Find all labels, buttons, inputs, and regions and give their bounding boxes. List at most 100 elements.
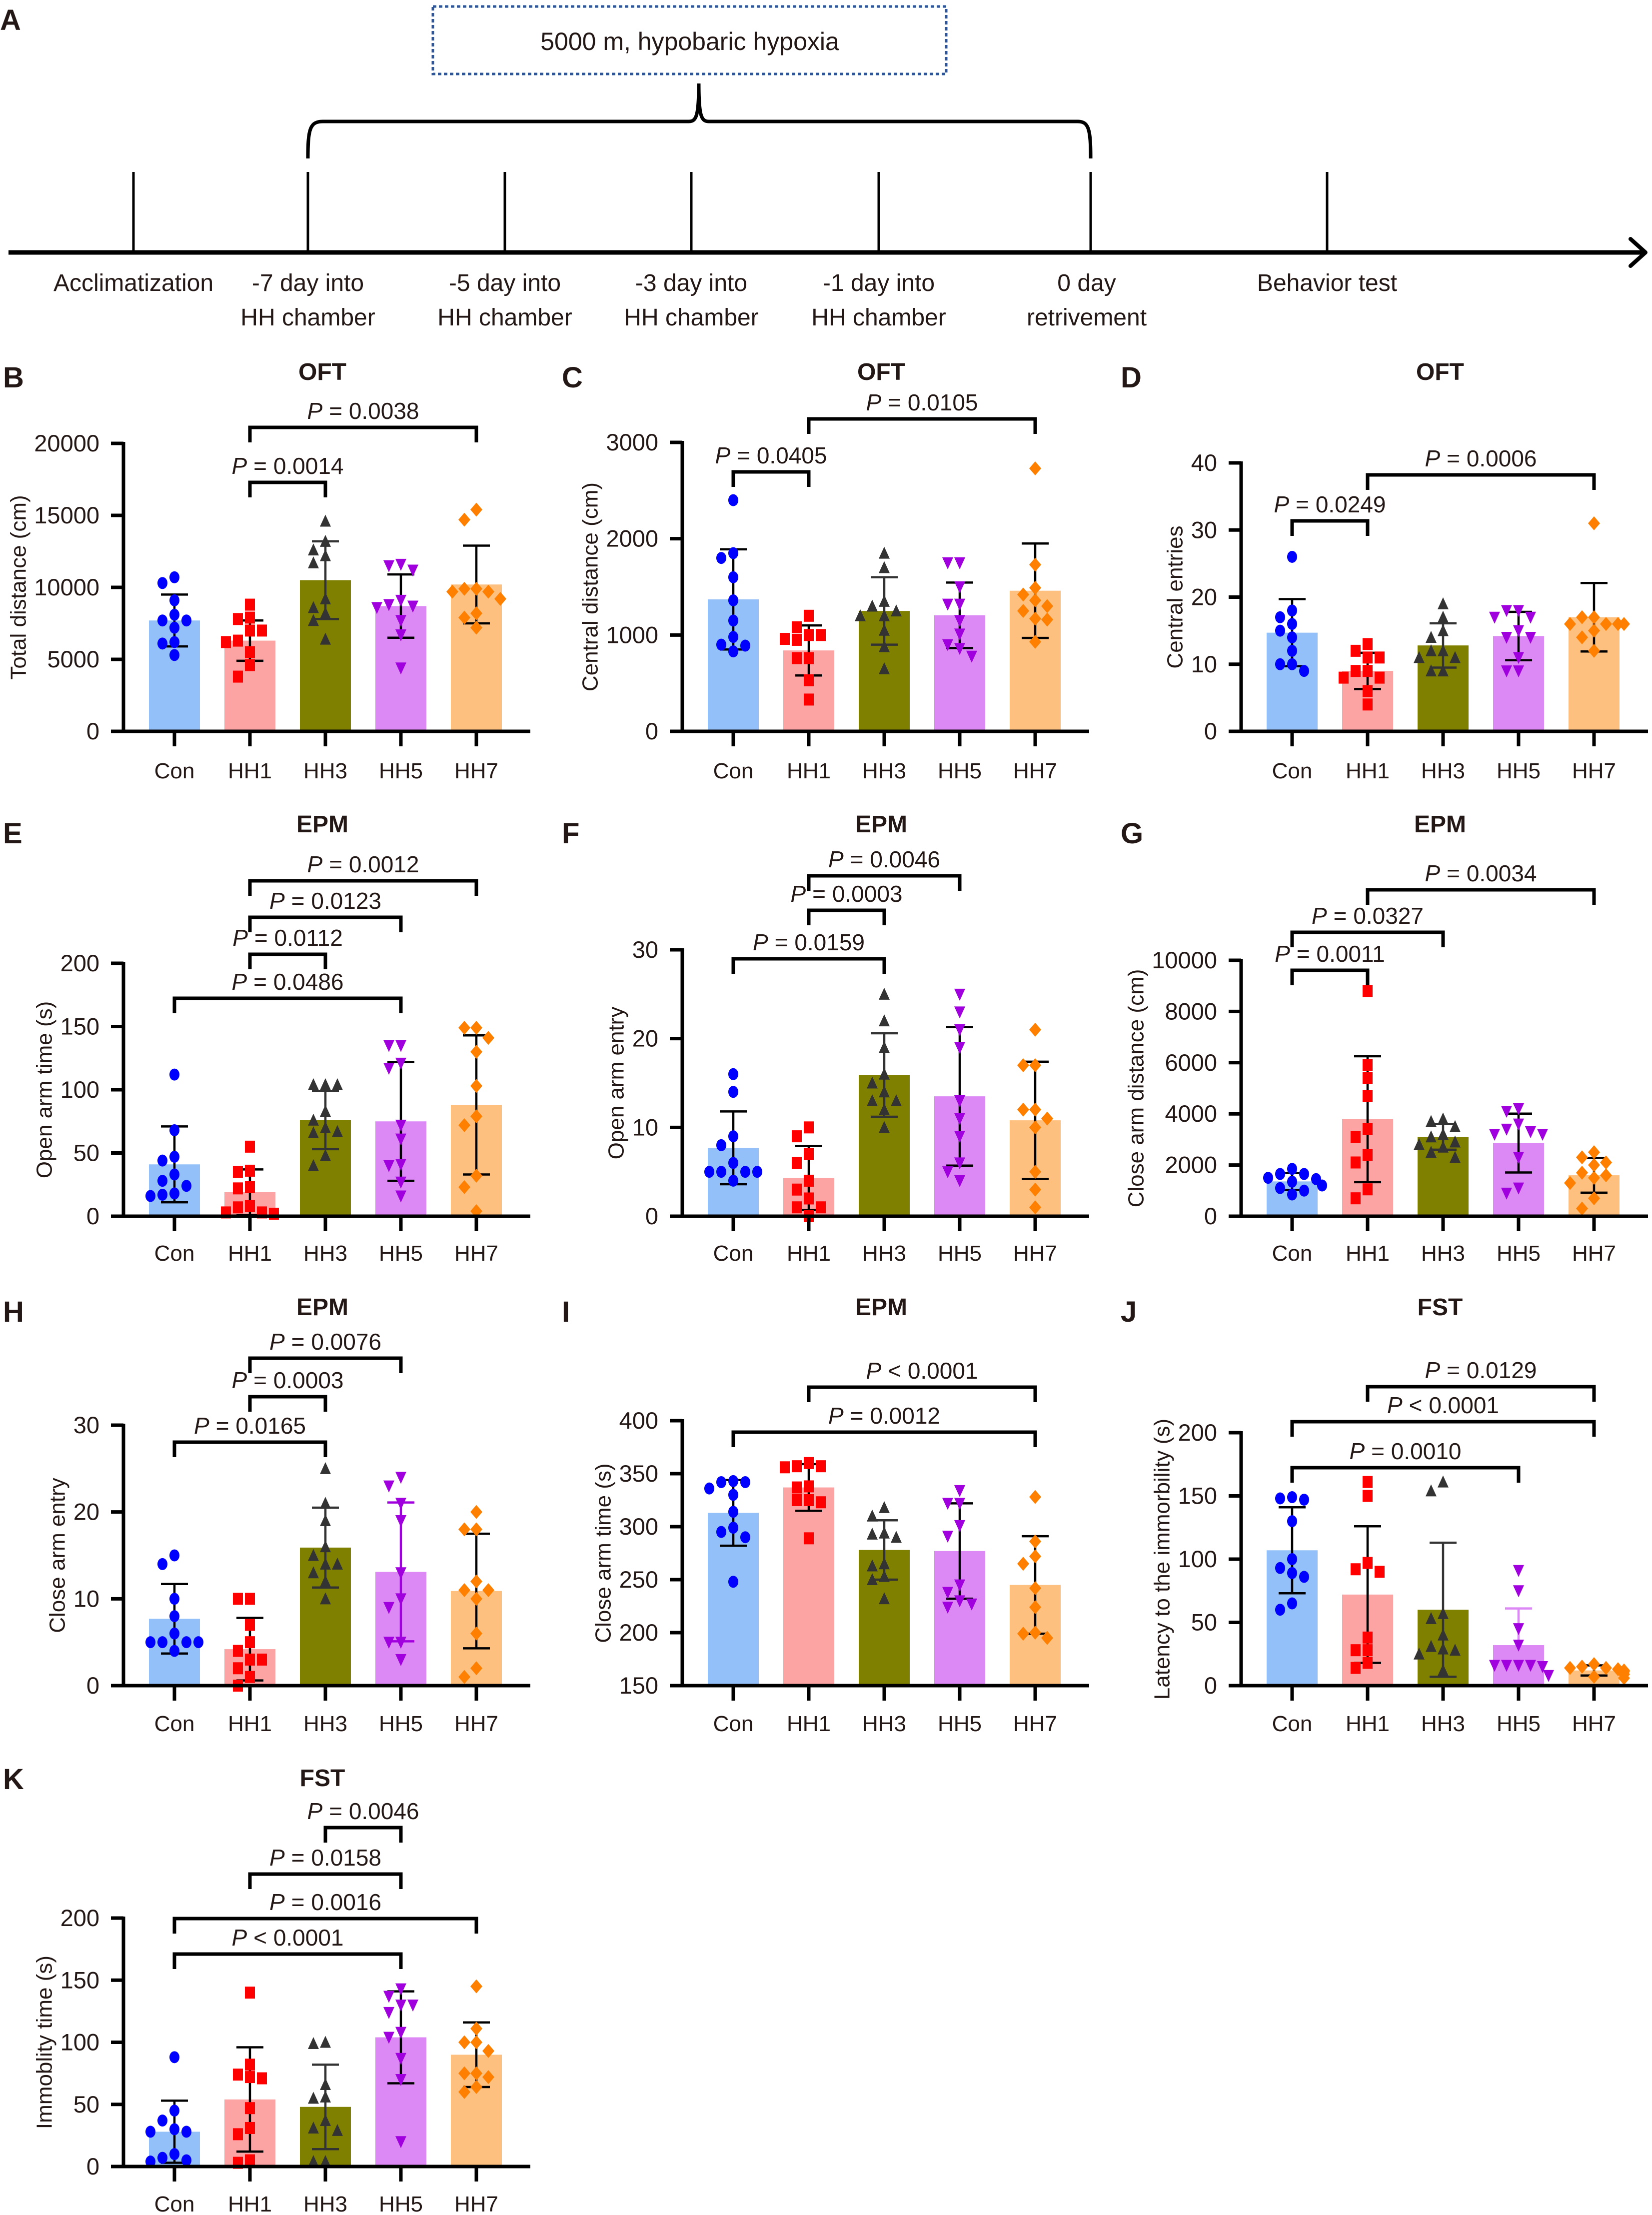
data-point-hh3	[1438, 1128, 1449, 1140]
data-point-hh7	[470, 502, 482, 517]
p-value-label: P = 0.0012	[828, 1403, 940, 1429]
timeline-event: -5 day into HH chamber	[437, 172, 572, 331]
data-point-con	[169, 594, 179, 606]
data-point-hh7	[1029, 1581, 1041, 1595]
significance-bracket	[731, 957, 886, 974]
data-point-hh1	[1351, 1131, 1361, 1143]
data-point-hh1	[1363, 985, 1373, 997]
significance-comparison: P = 0.0046	[807, 846, 962, 891]
x-tick-label: HH1	[228, 1241, 272, 1266]
data-point-con	[157, 1154, 167, 1167]
data-point-hh3	[308, 1113, 319, 1126]
data-point-hh5	[1513, 1660, 1524, 1672]
data-point-hh5	[395, 629, 406, 642]
data-point-hh5	[395, 1159, 406, 1171]
data-point-hh5	[371, 602, 382, 614]
y-axis-title: Close arm distance (cm)	[1124, 969, 1149, 1208]
data-point-hh5	[942, 1498, 953, 1510]
data-point-hh3	[320, 2155, 331, 2168]
timeline-label-line2: HH chamber	[240, 304, 375, 331]
p-value-text: = 0.0158	[291, 1845, 381, 1871]
data-point-con	[1275, 1168, 1285, 1180]
data-point-hh1	[1351, 644, 1361, 657]
timeline-label-line2: HH chamber	[437, 304, 572, 331]
data-point-hh5	[1501, 632, 1512, 644]
data-point-con	[157, 1636, 167, 1649]
data-point-hh5	[954, 1485, 965, 1497]
data-point-hh5	[1513, 665, 1524, 678]
significance-comparison: P = 0.0112	[232, 925, 343, 969]
significance-bracket	[1366, 888, 1596, 905]
p-symbol: P	[1275, 941, 1290, 967]
data-point-con	[169, 1124, 179, 1136]
significance-comparison: P = 0.0076	[248, 1329, 403, 1373]
chart-panel-k: K FST Immoblity time (s) 0 50 100 150 200 Con HH1…	[3, 1763, 530, 2215]
significance-bracket	[807, 874, 962, 891]
data-point-hh7	[470, 1169, 482, 1183]
data-points	[704, 987, 1053, 1222]
data-point-hh7	[1588, 1657, 1600, 1671]
data-point-hh7	[1564, 1176, 1576, 1190]
y-tick-label: 0	[645, 1203, 658, 1229]
data-point-hh5	[395, 2027, 406, 2039]
data-point-con	[1287, 1188, 1297, 1201]
p-value-text: < 0.0001	[888, 1358, 978, 1384]
data-points	[716, 461, 1053, 706]
data-point-hh3	[879, 1103, 890, 1115]
p-value-text: = 0.0405	[737, 442, 827, 468]
data-point-hh1	[792, 1481, 802, 1494]
data-point-hh1	[233, 1593, 243, 1605]
bar-hh1	[783, 1487, 834, 1686]
x-tick-label: HH3	[1421, 759, 1465, 783]
data-point-hh1	[792, 1201, 802, 1214]
data-point-con	[1275, 1492, 1285, 1505]
y-tick-label: 0	[86, 718, 99, 744]
data-point-hh7	[1029, 1490, 1041, 1504]
data-point-hh7	[458, 1021, 470, 1035]
x-tick-label: HH1	[228, 2192, 272, 2215]
p-value-text: = 0.0038	[329, 398, 419, 424]
data-point-hh1	[245, 659, 255, 671]
y-tick-label: 10000	[1152, 947, 1217, 973]
data-point-con	[728, 571, 738, 583]
timeline-label-line2: retrivement	[1027, 304, 1147, 331]
data-point-hh5	[942, 1166, 953, 1179]
significance-comparison: P = 0.0486	[172, 969, 403, 1013]
chart-title: FST	[300, 1765, 345, 1792]
p-symbol: P	[1387, 1392, 1403, 1418]
data-point-hh3	[308, 614, 319, 626]
data-point-hh3	[879, 1041, 890, 1053]
data-point-hh7	[1600, 617, 1612, 631]
significance-bracket	[248, 480, 327, 497]
p-value-label: P = 0.0038	[307, 398, 419, 424]
significance-comparison: P = 0.0405	[715, 442, 827, 487]
data-point-hh1	[233, 1201, 243, 1214]
data-point-con	[181, 1180, 191, 1192]
p-symbol: P	[232, 925, 248, 951]
p-symbol: P	[307, 851, 322, 877]
data-point-hh5	[942, 1587, 953, 1599]
data-point-hh1	[245, 2059, 255, 2071]
data-point-hh7	[470, 1522, 482, 1537]
data-point-hh1	[1363, 651, 1373, 664]
p-value-label: P = 0.0249	[1274, 491, 1386, 517]
x-tick-label: Con	[154, 1712, 195, 1736]
data-point-hh3	[1450, 1120, 1461, 1132]
y-tick-label: 50	[73, 1140, 99, 1166]
data-point-hh1	[792, 633, 802, 646]
data-point-hh3	[320, 2090, 331, 2103]
p-symbol: P	[1274, 491, 1289, 517]
data-point-hh7	[1041, 1111, 1053, 1126]
data-point-hh7	[1576, 1660, 1588, 1674]
p-value-label: P = 0.0123	[269, 888, 381, 914]
data-point-hh1	[1363, 1490, 1373, 1502]
data-point-hh5	[1525, 1660, 1536, 1672]
data-point-hh7	[1576, 1165, 1588, 1180]
panel-letter: B	[3, 361, 24, 394]
timeline-event: Behavior test	[1257, 172, 1397, 296]
data-point-hh5	[395, 1176, 406, 1189]
significance-bracket	[172, 1440, 327, 1457]
chart-panel-b: B OFT Total distance (cm) 0 5000 10000 15000 20…	[3, 359, 530, 783]
data-point-hh5	[966, 650, 977, 663]
data-point-con	[716, 1526, 726, 1538]
